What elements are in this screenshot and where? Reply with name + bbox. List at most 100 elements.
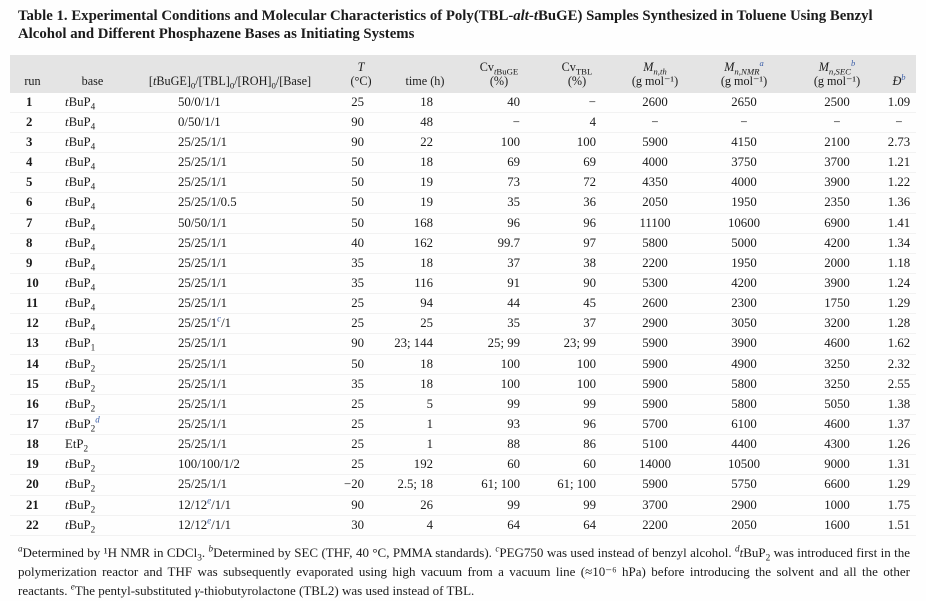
cell-run: 12 bbox=[10, 313, 55, 335]
footnotes: aDetermined by ¹H NMR in CDCl3. bDetermi… bbox=[18, 543, 910, 598]
cell-dispersity: 1.62 bbox=[882, 333, 916, 355]
cell-time: 19 bbox=[392, 192, 458, 214]
cell-mn_sec: 3900 bbox=[792, 273, 882, 295]
cell-temp: 90 bbox=[330, 333, 392, 355]
cell-base: tBuP4 bbox=[55, 273, 130, 295]
cell-run: 4 bbox=[10, 152, 55, 174]
cell-ratio: 25/25/1c/1 bbox=[130, 313, 330, 335]
cell-time: 26 bbox=[392, 495, 458, 516]
cell-mn_nmr: 10500 bbox=[696, 454, 792, 476]
cell-dispersity: 2.55 bbox=[882, 374, 916, 395]
cell-cv_tbl: 97 bbox=[540, 233, 614, 254]
cell-run: 13 bbox=[10, 333, 55, 355]
table-row: 19 tBuP2 100/100/1/2 25 192 60 60 14000 10500 900… bbox=[10, 454, 916, 476]
cell-mn_th: 5300 bbox=[614, 273, 696, 295]
table-row: 20 tBuP2 25/25/1/1 −20 2.5; 18 61; 100 61; 100… bbox=[10, 474, 916, 496]
table-row: 1 tBuP4 50/0/1/1 25 18 40−2600 2650 2500 1.09 bbox=[10, 92, 916, 113]
cell-mn_sec: 6900 bbox=[792, 213, 882, 234]
cell-base: tBuP4 bbox=[55, 253, 130, 275]
cell-run: 8 bbox=[10, 233, 55, 254]
cell-base: tBuP2 bbox=[55, 454, 130, 476]
column-header-dispersity: Đb bbox=[882, 54, 916, 93]
column-header-time: time (h) bbox=[392, 54, 458, 93]
table-row: 2 tBuP4 0/50/1/1 90 48−4− − − − bbox=[10, 112, 916, 134]
cell-ratio: 25/25/1/0.5 bbox=[130, 192, 330, 214]
cell-time: 2.5; 18 bbox=[392, 474, 458, 496]
cell-dispersity: 2.32 bbox=[882, 354, 916, 375]
cell-ratio: 50/50/1/1 bbox=[130, 213, 330, 234]
cell-mn_th: 3700 bbox=[614, 495, 696, 516]
table-row: 14 tBuP2 25/25/1/1 50 18 100 100 5900 4900 3250 2.… bbox=[10, 354, 916, 375]
cell-mn_nmr: 4000 bbox=[696, 172, 792, 194]
table-row: 18 EtP2 25/25/1/1 25 1 88 86 5100 4400 4300 1.26 bbox=[10, 434, 916, 456]
cell-temp: 25 bbox=[330, 414, 392, 436]
cell-dispersity: 1.38 bbox=[882, 394, 916, 416]
cell-time: 94 bbox=[392, 293, 458, 315]
cell-dispersity: 1.36 bbox=[882, 192, 916, 214]
cell-cv_tbuge: 91 bbox=[458, 273, 540, 295]
cell-mn_sec: 3250 bbox=[792, 374, 882, 395]
cell-mn_nmr: 5800 bbox=[696, 394, 792, 416]
cell-temp: 25 bbox=[330, 434, 392, 456]
cell-time: 18 bbox=[392, 354, 458, 375]
cell-run: 17 bbox=[10, 414, 55, 436]
cell-mn_sec: 4600 bbox=[792, 333, 882, 355]
cell-cv_tbl: 100 bbox=[540, 132, 614, 154]
cell-time: 4 bbox=[392, 515, 458, 536]
column-header-mn_th: Mn,th (g mol⁻¹) bbox=[614, 54, 696, 93]
table-row: 7 tBuP4 50/50/1/1 50 168 96 96 11100 10600 6900 1.… bbox=[10, 213, 916, 234]
cell-mn_nmr: 1950 bbox=[696, 253, 792, 275]
cell-base: tBuP4 bbox=[55, 192, 130, 214]
cell-mn_nmr: 3750 bbox=[696, 152, 792, 174]
cell-temp: 50 bbox=[330, 152, 392, 174]
cell-dispersity: 1.18 bbox=[882, 253, 916, 275]
cell-run: 11 bbox=[10, 293, 55, 315]
cell-cv_tbl: 37 bbox=[540, 313, 614, 335]
cell-time: 162 bbox=[392, 233, 458, 254]
column-header-ratio: [tBuGE]0/[TBL]0/[ROH]0/[Base] bbox=[130, 54, 330, 93]
cell-cv_tbuge: 25; 99 bbox=[458, 333, 540, 355]
cell-mn_th: 2900 bbox=[614, 313, 696, 335]
cell-base: tBuP4 bbox=[55, 313, 130, 335]
cell-run: 16 bbox=[10, 394, 55, 416]
cell-run: 6 bbox=[10, 192, 55, 214]
page-title: Table 1. Experimental Conditions and Mol… bbox=[18, 8, 873, 43]
cell-cv_tbuge: 60 bbox=[458, 454, 540, 476]
cell-ratio: 25/25/1/1 bbox=[130, 394, 330, 416]
cell-base: tBuP4 bbox=[55, 172, 130, 194]
cell-time: 1 bbox=[392, 414, 458, 436]
table-body: 1 tBuP4 50/0/1/1 25 18 40−2600 2650 2500 1.09 2 tB… bbox=[10, 92, 916, 536]
cell-ratio: 25/25/1/1 bbox=[130, 172, 330, 194]
data-table: run base [tBuGE]0/[TBL]0/[ROH]0/[Base] T (°C… bbox=[10, 54, 916, 536]
cell-mn_th: 5900 bbox=[614, 333, 696, 355]
cell-time: 5 bbox=[392, 394, 458, 416]
cell-dispersity: 1.51 bbox=[882, 515, 916, 536]
cell-temp: 35 bbox=[330, 273, 392, 295]
cell-cv_tbuge: 37 bbox=[458, 253, 540, 275]
cell-mn_th: − bbox=[614, 112, 696, 134]
cell-cv_tbuge: 99 bbox=[458, 394, 540, 416]
table-row: 17 tBuP2d 25/25/1/1 25 1 93 96 5700 6100 4600 1.37 bbox=[10, 414, 916, 436]
cell-cv_tbuge: 99 bbox=[458, 495, 540, 516]
cell-cv_tbl: 86 bbox=[540, 434, 614, 456]
cell-cv_tbl: 23; 99 bbox=[540, 333, 614, 355]
cell-mn_sec: 5050 bbox=[792, 394, 882, 416]
cell-temp: 90 bbox=[330, 132, 392, 154]
cell-cv_tbuge: 99.7 bbox=[458, 233, 540, 254]
cell-temp: 50 bbox=[330, 192, 392, 214]
table-row: 4 tBuP4 25/25/1/1 50 18 69 69 4000 3750 3700 1.21 bbox=[10, 152, 916, 174]
cell-cv_tbl: 36 bbox=[540, 192, 614, 214]
cell-time: 18 bbox=[392, 253, 458, 275]
cell-ratio: 25/25/1/1 bbox=[130, 414, 330, 436]
cell-mn_th: 4000 bbox=[614, 152, 696, 174]
cell-dispersity: 1.28 bbox=[882, 313, 916, 335]
cell-mn_sec: 1000 bbox=[792, 495, 882, 516]
cell-mn_th: 5900 bbox=[614, 132, 696, 154]
cell-base: tBuP2 bbox=[55, 495, 130, 516]
cell-temp: 30 bbox=[330, 515, 392, 536]
cell-base: tBuP2 bbox=[55, 354, 130, 375]
cell-dispersity: 1.26 bbox=[882, 434, 916, 456]
cell-time: 116 bbox=[392, 273, 458, 295]
cell-temp: 35 bbox=[330, 253, 392, 275]
cell-mn_nmr: 2650 bbox=[696, 92, 792, 113]
